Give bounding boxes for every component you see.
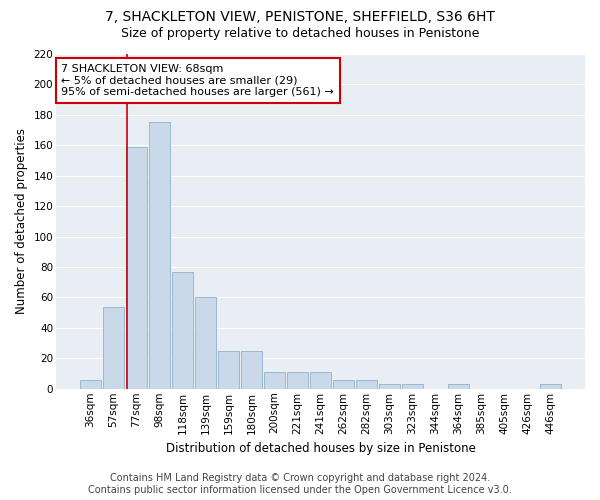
Bar <box>379 384 400 389</box>
Bar <box>287 372 308 389</box>
Text: Size of property relative to detached houses in Penistone: Size of property relative to detached ho… <box>121 28 479 40</box>
Bar <box>402 384 423 389</box>
Bar <box>241 350 262 389</box>
Bar <box>310 372 331 389</box>
Bar <box>264 372 285 389</box>
Y-axis label: Number of detached properties: Number of detached properties <box>15 128 28 314</box>
X-axis label: Distribution of detached houses by size in Penistone: Distribution of detached houses by size … <box>166 442 475 455</box>
Bar <box>356 380 377 389</box>
Bar <box>103 306 124 389</box>
Bar <box>540 384 561 389</box>
Bar <box>149 122 170 389</box>
Text: Contains HM Land Registry data © Crown copyright and database right 2024.
Contai: Contains HM Land Registry data © Crown c… <box>88 474 512 495</box>
Bar <box>126 147 147 389</box>
Bar <box>195 298 216 389</box>
Bar <box>172 272 193 389</box>
Bar <box>333 380 354 389</box>
Bar <box>448 384 469 389</box>
Bar <box>218 350 239 389</box>
Text: 7 SHACKLETON VIEW: 68sqm
← 5% of detached houses are smaller (29)
95% of semi-de: 7 SHACKLETON VIEW: 68sqm ← 5% of detache… <box>61 64 334 97</box>
Text: 7, SHACKLETON VIEW, PENISTONE, SHEFFIELD, S36 6HT: 7, SHACKLETON VIEW, PENISTONE, SHEFFIELD… <box>105 10 495 24</box>
Bar <box>80 380 101 389</box>
